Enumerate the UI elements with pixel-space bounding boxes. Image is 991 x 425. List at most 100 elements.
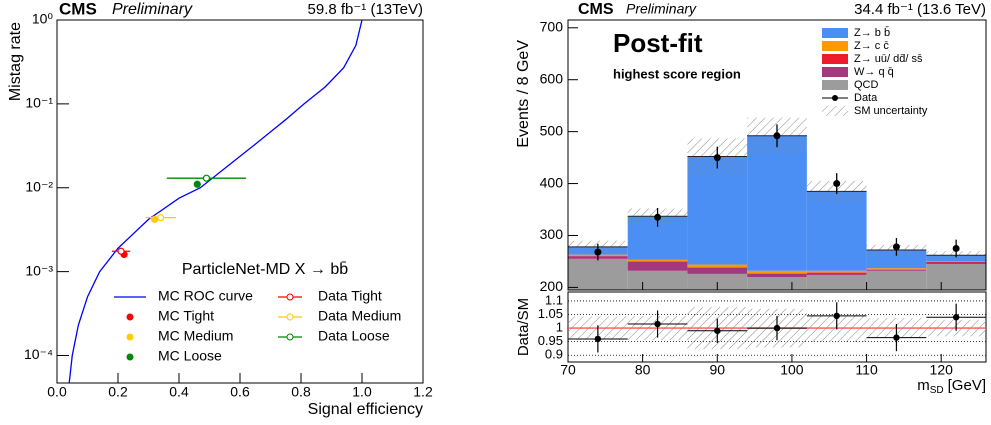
legend-title: ParticleNet-MD X → bb̄ bbox=[182, 261, 348, 278]
legend-label: QCD bbox=[854, 79, 879, 91]
y-tick-label: 10⁻² bbox=[25, 178, 53, 194]
stack-segment bbox=[806, 270, 867, 273]
point bbox=[157, 214, 165, 222]
stack-segment bbox=[627, 259, 688, 262]
x-tick-label: 120 bbox=[930, 362, 954, 378]
legend-label: SM uncertainty bbox=[854, 105, 928, 117]
x-label-main: m bbox=[917, 377, 930, 394]
x-tick-label: 100 bbox=[780, 362, 804, 378]
stack-segment bbox=[806, 274, 867, 290]
stack-segment bbox=[926, 264, 986, 290]
y-axis-label: Events / 8 GeV bbox=[515, 40, 532, 148]
data-point bbox=[594, 248, 602, 256]
plot-area bbox=[68, 20, 363, 383]
data-point bbox=[952, 244, 960, 252]
x-label-sub: SD bbox=[930, 385, 944, 396]
y-tick-label: 10⁻¹ bbox=[25, 95, 53, 111]
legend-swatch bbox=[126, 353, 134, 361]
status: Preliminary bbox=[112, 1, 193, 18]
x-tick-label: 0.2 bbox=[108, 384, 128, 400]
stack-segment bbox=[926, 261, 986, 263]
data-point bbox=[833, 180, 841, 188]
legend-swatch bbox=[822, 67, 848, 77]
y-tick-label: 10⁰ bbox=[32, 11, 54, 27]
stack-segment bbox=[866, 270, 927, 290]
x-axis-label: Signal efficiency bbox=[308, 401, 423, 418]
stack-segment bbox=[627, 261, 688, 262]
stack-segment bbox=[806, 272, 867, 273]
stack-segment bbox=[926, 262, 986, 265]
stack-segment bbox=[687, 264, 748, 268]
y-tick-label: 300 bbox=[540, 226, 564, 242]
legend-label: Z→ b b̄ bbox=[854, 26, 890, 39]
ratio-y-tick-label: 0.95 bbox=[538, 333, 563, 348]
x-axis-label: mSD [GeV] bbox=[917, 377, 986, 396]
stack-segment bbox=[866, 268, 927, 270]
x-tick-label: 1.2 bbox=[413, 384, 433, 400]
ratio-point bbox=[952, 314, 960, 321]
stack-segment bbox=[687, 267, 748, 274]
data-point bbox=[654, 213, 662, 221]
legend-swatch bbox=[286, 313, 294, 321]
stack-segment bbox=[926, 261, 986, 262]
y-tick-label: 600 bbox=[540, 70, 564, 86]
x-tick-label: 0.4 bbox=[169, 384, 189, 400]
x-tick-label: 80 bbox=[635, 362, 651, 378]
stack-segment bbox=[747, 273, 807, 274]
legend-label: W→ q q̄ bbox=[854, 66, 894, 78]
legend-swatch bbox=[126, 333, 134, 341]
ratio-y-tick-label: 1.05 bbox=[538, 306, 563, 321]
panel-subtitle: highest score region bbox=[613, 66, 741, 81]
plot-area bbox=[568, 117, 986, 290]
legend-label: Data Loose bbox=[318, 328, 390, 344]
x-tick-label: 70 bbox=[560, 362, 576, 378]
stack-segment bbox=[747, 270, 807, 274]
point bbox=[193, 180, 201, 188]
legend-swatch bbox=[286, 293, 294, 301]
legend-swatch bbox=[822, 54, 848, 64]
x-tick-label: 0.8 bbox=[291, 384, 311, 400]
panel-title: Post-fit bbox=[613, 28, 703, 58]
roc-chart: CMS Preliminary 59.8 fb⁻¹ (13TeV) Signal ef… bbox=[7, 0, 433, 418]
ratio-y-tick-label: 1.1 bbox=[545, 292, 563, 307]
legend-label: Data Tight bbox=[318, 288, 382, 304]
ratio-point bbox=[714, 327, 721, 334]
y-tick-label: 10⁻⁴ bbox=[24, 346, 53, 362]
x-tick-label: 0.0 bbox=[47, 384, 67, 400]
status: Preliminary bbox=[626, 1, 697, 17]
legend-label: MC Tight bbox=[158, 308, 214, 324]
stack-segment bbox=[806, 191, 867, 271]
legend-swatch bbox=[286, 333, 294, 341]
ratio-y-tick-label: 1 bbox=[556, 320, 563, 335]
legend-label: Z→ uū/ dd̄/ ss̄ bbox=[854, 53, 923, 65]
ratio-point bbox=[893, 334, 900, 341]
stack-segment bbox=[866, 269, 927, 270]
legend-swatch bbox=[822, 80, 848, 90]
legend-swatch bbox=[822, 106, 848, 116]
y-tick-label: 500 bbox=[540, 122, 564, 138]
y-tick-label: 10⁻³ bbox=[25, 262, 53, 278]
legend-swatch bbox=[126, 313, 134, 321]
stack-segment bbox=[747, 135, 807, 271]
x-tick-label: 110 bbox=[855, 362, 878, 378]
y-tick-label: 700 bbox=[540, 18, 564, 34]
legend-swatch bbox=[822, 41, 848, 51]
legend-label: Z→ c c̄ bbox=[854, 40, 889, 52]
ratio-point bbox=[594, 335, 602, 343]
legend-label: MC ROC curve bbox=[158, 288, 253, 304]
legend-label: MC Loose bbox=[158, 348, 222, 364]
y-axis-label: Mistag rate bbox=[7, 22, 24, 101]
roc-curve bbox=[68, 20, 363, 383]
data-point bbox=[892, 243, 900, 251]
legend-label: Data bbox=[854, 92, 878, 104]
x-label-unit: [GeV] bbox=[948, 377, 986, 394]
point bbox=[202, 174, 211, 182]
legend-swatch bbox=[822, 28, 848, 38]
x-tick-label: 90 bbox=[709, 362, 725, 378]
stack-segment bbox=[866, 269, 927, 271]
stack-segment bbox=[687, 273, 748, 290]
legend-swatch bbox=[832, 95, 838, 101]
ratio-point bbox=[773, 324, 781, 332]
